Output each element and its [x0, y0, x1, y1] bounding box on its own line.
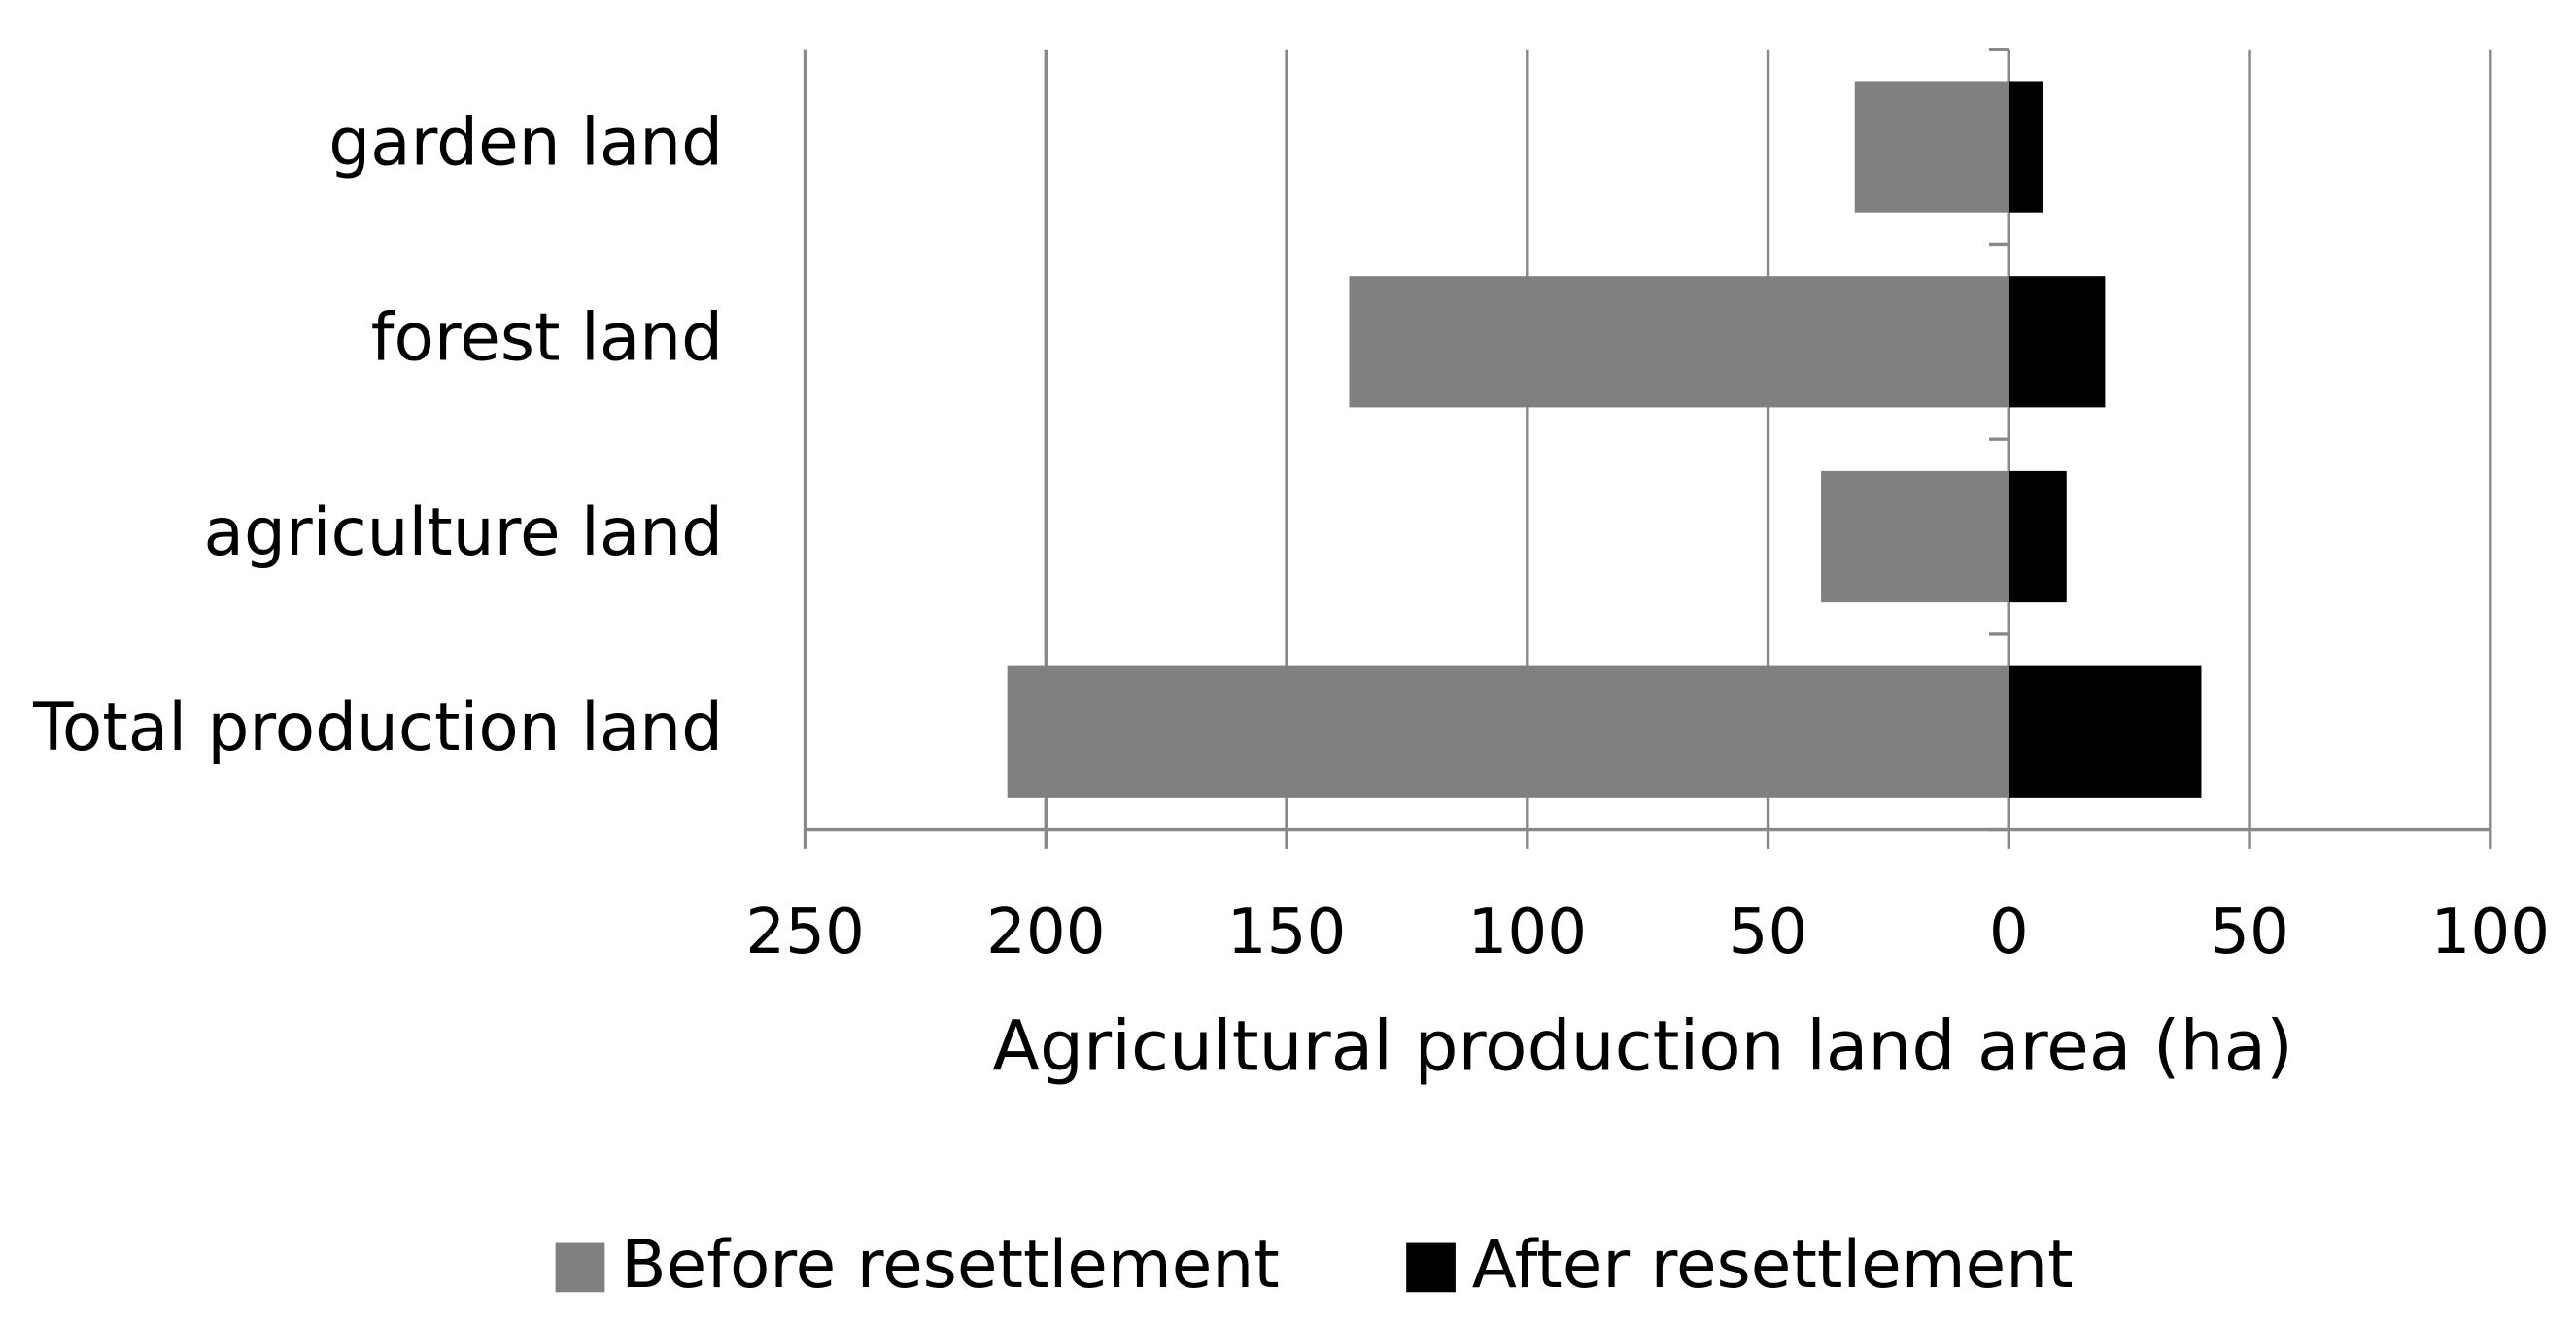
bar — [2009, 81, 2043, 213]
x-tick-label: 100 — [2431, 896, 2551, 968]
bar — [1349, 276, 2009, 408]
bar — [1821, 470, 2009, 603]
legend-swatch — [555, 1242, 605, 1293]
x-axis-title: Agricultural production land area (ha) — [992, 1005, 2292, 1086]
x-tick-label: 250 — [745, 896, 865, 968]
y-tick-label: Total production land — [32, 689, 723, 765]
x-tick-label: 150 — [1227, 896, 1347, 968]
x-tick-label: 0 — [1989, 896, 2029, 968]
y-tick-label: forest land — [371, 298, 723, 375]
bar — [1007, 665, 2009, 798]
bar — [2009, 665, 2202, 798]
x-tick-label: 200 — [986, 896, 1106, 968]
y-tick-label: agriculture land — [204, 493, 723, 570]
x-tick-label: 50 — [2210, 896, 2289, 968]
legend-label: Before resettlement — [621, 1226, 1279, 1303]
x-tick-label: 50 — [1729, 896, 1808, 968]
legend-label: After resettlement — [1472, 1226, 2074, 1303]
legend-swatch — [1406, 1242, 1456, 1293]
bar — [2009, 470, 2067, 603]
bar — [1854, 81, 2009, 213]
y-tick-label: garden land — [328, 104, 723, 181]
x-tick-label: 100 — [1468, 896, 1588, 968]
bar — [2009, 276, 2106, 408]
